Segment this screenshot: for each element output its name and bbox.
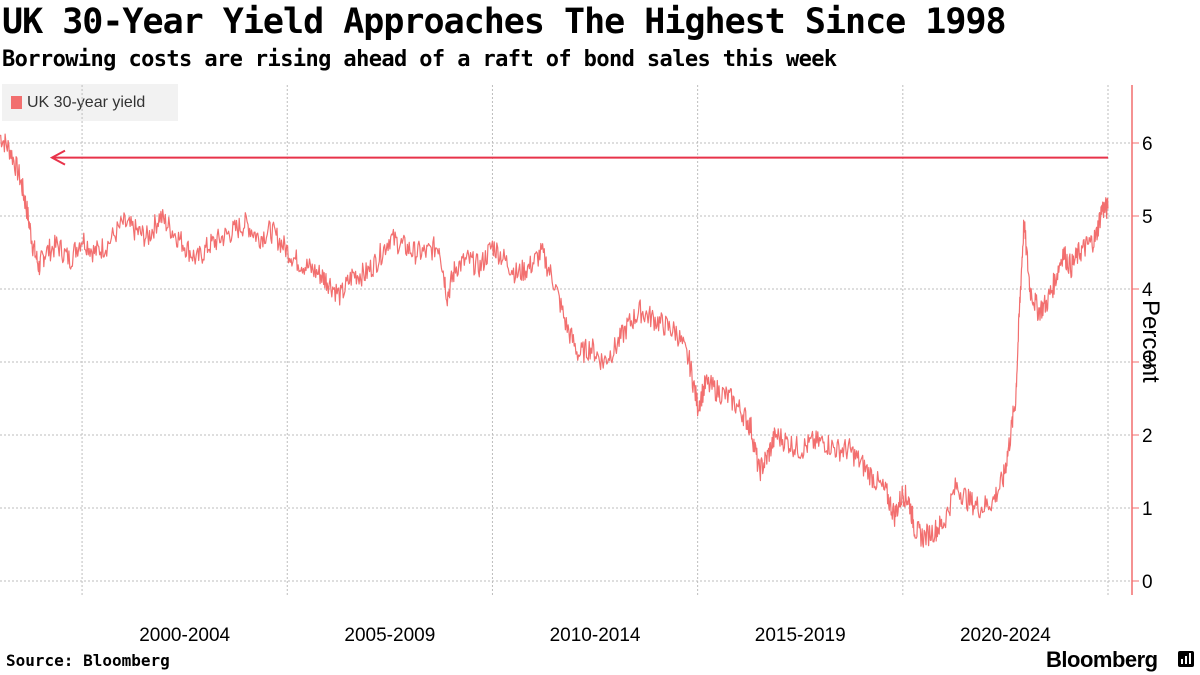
reference-arrow-head-icon — [49, 149, 66, 166]
y-tick-label-5: 5 — [1142, 207, 1153, 228]
y-axis-label: Percent — [1137, 300, 1164, 383]
x-tick-label-0: 2000-2004 — [139, 625, 230, 646]
y-tick-label-0: 0 — [1142, 572, 1153, 593]
y-tick-label-1: 1 — [1142, 499, 1153, 520]
brand-logo: Bloomberg — [1046, 647, 1158, 672]
legend[interactable]: UK 30-year yield — [2, 84, 178, 121]
x-tick-label-4: 2020-2024 — [960, 625, 1051, 646]
x-tick-label-1: 2005-2009 — [344, 625, 435, 646]
x-tick-label-3: 2015-2019 — [755, 625, 846, 646]
chart-title: UK 30-Year Yield Approaches The Highest … — [2, 2, 1007, 42]
legend-swatch — [11, 96, 22, 109]
y-tick-label-6: 6 — [1142, 134, 1153, 155]
legend-label: UK 30-year yield — [27, 93, 146, 111]
series-line-uk-30-year-yield — [0, 133, 1109, 548]
source-note: Source: Bloomberg — [6, 651, 170, 670]
x-tick-label-2: 2010-2014 — [550, 625, 641, 646]
chart-subtitle: Borrowing costs are rising ahead of a ra… — [2, 47, 837, 72]
y-tick-label-4: 4 — [1142, 280, 1153, 301]
y-tick-label-2: 2 — [1142, 426, 1153, 447]
terminal-icon — [1178, 651, 1194, 667]
y-tick-label-3: 3 — [1142, 353, 1153, 374]
